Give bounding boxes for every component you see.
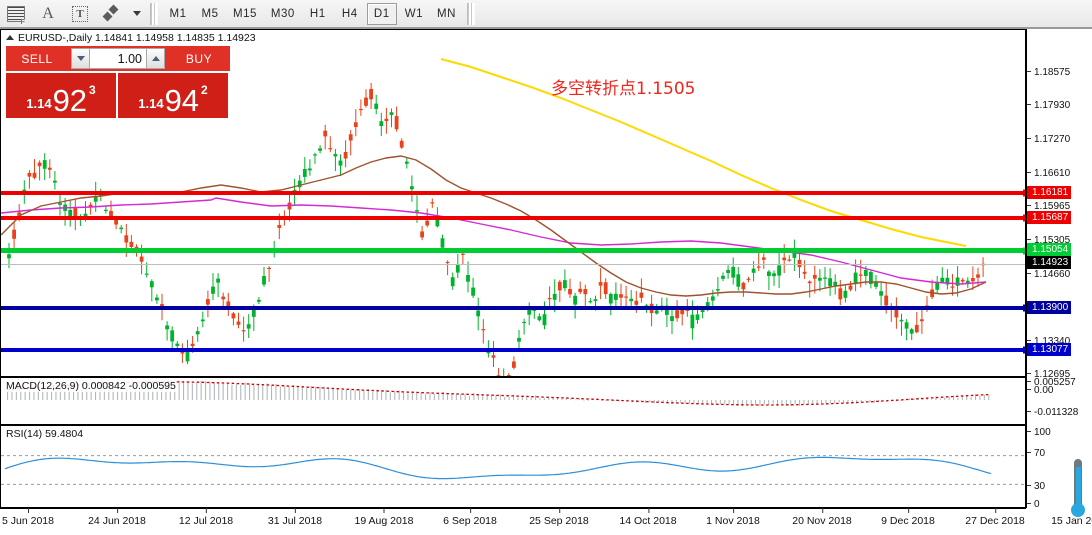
main-toolbar: A T M1 M5 M15 M30 H1 H4 D1 W1 MN xyxy=(0,0,1092,28)
support-level-2-badge[interactable]: 1.13077 xyxy=(1027,343,1072,356)
timeframe-m5[interactable]: M5 xyxy=(201,7,219,20)
one-click-trading-panel[interactable]: SELL 1.00 BUY 1.14 92 3 1.14 94 2 xyxy=(6,46,230,118)
macd-axis: 0.005257 0.00 -0.011328 xyxy=(1026,377,1092,425)
rsi-tick: 0 xyxy=(1027,499,1040,510)
timeframe-w1[interactable]: W1 xyxy=(404,7,423,20)
text-box-glyph: T xyxy=(72,5,88,22)
date-tick: 19 Aug 2018 xyxy=(355,508,413,527)
timeframe-m1[interactable]: M1 xyxy=(169,7,187,20)
rsi-tick: 70 xyxy=(1027,448,1045,459)
rsi-tick: 30 xyxy=(1027,481,1045,492)
text-box-icon[interactable]: T xyxy=(65,2,95,26)
crosshair-icon[interactable] xyxy=(1,2,31,26)
rsi-label: RSI(14) 59.4804 xyxy=(6,428,84,440)
buy-price-prefix: 1.14 xyxy=(138,96,164,111)
text-label-glyph: A xyxy=(42,4,54,22)
price-tick: 1.13340 xyxy=(1027,336,1070,347)
macd-pane[interactable]: MACD(12,26,9) 0.000842 -0.000595 xyxy=(0,377,1026,425)
date-tick: 24 Jun 2018 xyxy=(88,508,146,527)
timeframe-h1[interactable]: H1 xyxy=(309,7,326,20)
volume-input[interactable]: 1.00 xyxy=(90,48,146,69)
pivot-level-badge[interactable]: 1.15054 xyxy=(1027,243,1072,256)
timeframe-mn[interactable]: MN xyxy=(437,7,456,20)
thermometer-icon[interactable] xyxy=(1070,459,1086,531)
timeframe-m30[interactable]: M30 xyxy=(270,7,295,20)
support-line-1[interactable] xyxy=(1,304,1025,312)
shapes-icon[interactable] xyxy=(97,2,127,26)
macd-tick: 0.00 xyxy=(1027,385,1053,396)
date-tick: 9 Dec 2018 xyxy=(881,508,935,527)
date-tick: 31 Jul 2018 xyxy=(268,508,322,527)
date-tick: 25 Sep 2018 xyxy=(529,508,589,527)
date-tick: 20 Nov 2018 xyxy=(792,508,852,527)
price-tick: 1.17930 xyxy=(1027,100,1070,111)
date-axis[interactable]: 5 Jun 2018 24 Jun 2018 12 Jul 2018 31 Jul 2… xyxy=(0,508,1092,535)
timeframe-h4[interactable]: H4 xyxy=(341,7,358,20)
buy-button[interactable]: BUY xyxy=(168,46,230,71)
pivot-line[interactable] xyxy=(1,247,1025,254)
volume-decrease-button[interactable] xyxy=(71,48,90,69)
date-tick: 12 Jul 2018 xyxy=(179,508,233,527)
timeframe-m15[interactable]: M15 xyxy=(233,7,257,20)
current-price-line xyxy=(1,264,1025,265)
support-line-2[interactable] xyxy=(1,346,1025,354)
price-tick: 1.15965 xyxy=(1027,201,1070,212)
macd-label: MACD(12,26,9) 0.000842 -0.000595 xyxy=(6,380,176,392)
chart-annotation[interactable]: 多空转折点1.1505 xyxy=(551,79,696,99)
chart-area[interactable]: EURUSD-,Daily 1.14841 1.14958 1.14835 1.… xyxy=(0,28,1092,535)
date-tick: 27 Dec 2018 xyxy=(965,508,1025,527)
current-price-badge[interactable]: 1.14923 xyxy=(1027,256,1072,269)
sell-price-sup: 3 xyxy=(89,83,96,97)
rsi-tick: 100 xyxy=(1027,427,1051,438)
volume-increase-button[interactable] xyxy=(146,48,165,69)
buy-price-display[interactable]: 1.14 94 2 xyxy=(118,73,228,118)
price-tick: 1.18575 xyxy=(1027,67,1070,78)
resistance-level-1-badge[interactable]: 1.16181 xyxy=(1027,186,1072,199)
sell-price-main: 92 xyxy=(52,82,88,118)
macd-tick: -0.011328 xyxy=(1027,407,1078,418)
price-tick: 1.15305 xyxy=(1027,235,1070,246)
timeframe-d1[interactable]: D1 xyxy=(366,2,397,25)
symbol-info-text: EURUSD-,Daily 1.14841 1.14958 1.14835 1.… xyxy=(18,32,256,44)
date-tick: 1 Nov 2018 xyxy=(706,508,760,527)
date-tick: 5 Jun 2018 xyxy=(2,508,54,527)
rsi-pane[interactable]: RSI(14) 59.4804 xyxy=(0,425,1026,508)
buy-price-sup: 2 xyxy=(201,83,208,97)
resistance-level-2-badge[interactable]: 1.15687 xyxy=(1027,211,1072,224)
text-label-icon[interactable]: A xyxy=(33,2,63,26)
sell-price-display[interactable]: 1.14 92 3 xyxy=(6,73,116,118)
buy-price-main: 94 xyxy=(164,82,200,118)
rsi-plot xyxy=(1,455,1025,485)
support-level-1-badge[interactable]: 1.13900 xyxy=(1027,301,1072,314)
resistance-line-1[interactable] xyxy=(1,189,1025,197)
sell-button[interactable]: SELL xyxy=(6,46,68,71)
date-tick: 14 Oct 2018 xyxy=(619,508,677,527)
price-tick: 1.12695 xyxy=(1027,369,1070,380)
price-tick: 1.14660 xyxy=(1027,269,1070,280)
resistance-line-2[interactable] xyxy=(1,214,1025,222)
sell-price-prefix: 1.14 xyxy=(26,96,52,111)
toolbar-separator-2 xyxy=(466,2,475,25)
shapes-dropdown-icon[interactable] xyxy=(129,2,145,26)
symbol-info: EURUSD-,Daily 1.14841 1.14958 1.14835 1.… xyxy=(6,32,256,44)
macd-tick: 0.005257 xyxy=(1027,377,1076,388)
date-tick: 6 Sep 2018 xyxy=(443,508,497,527)
volume-control[interactable]: 1.00 xyxy=(68,46,168,71)
price-tick: 1.17270 xyxy=(1027,134,1070,145)
toolbar-separator xyxy=(150,2,158,25)
price-tick: 1.16610 xyxy=(1027,168,1070,179)
